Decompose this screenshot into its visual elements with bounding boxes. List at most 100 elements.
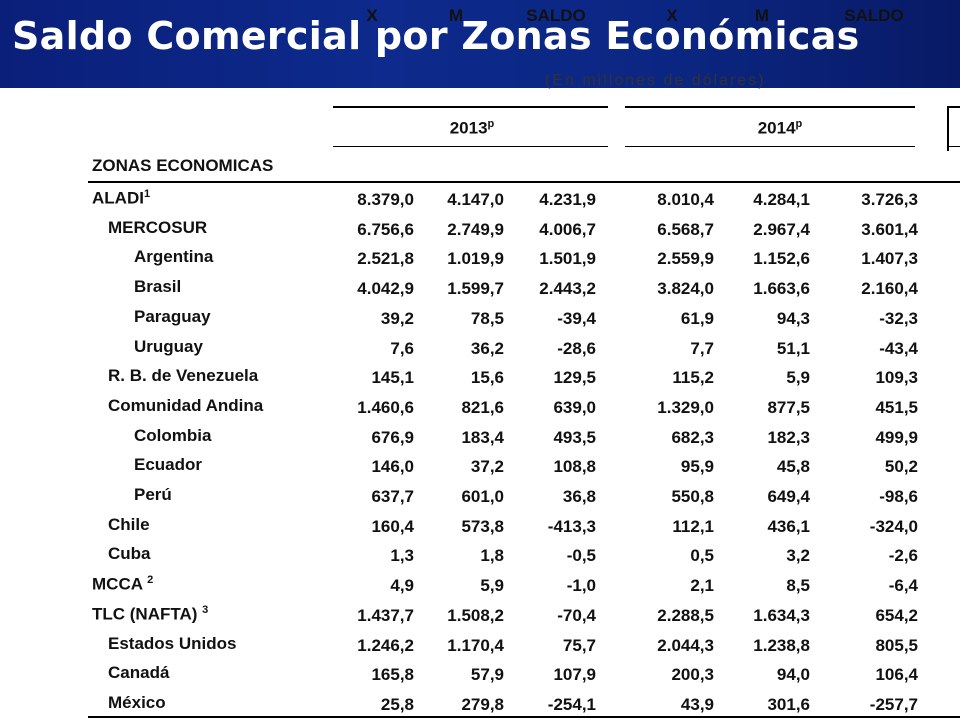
subheader-rule-2014 <box>625 146 915 147</box>
value-m-2013: 183,4 <box>461 427 504 447</box>
value-m-2013: 78,5 <box>470 308 504 328</box>
zone-name: Paraguay <box>134 307 211 327</box>
zone-label: MERCOSUR <box>108 217 208 237</box>
value-x-2014: 2.559,9 <box>657 249 714 269</box>
table-row: Cuba 1,3 1,8 -0,5 0,5 3,2 -2,6 <box>0 540 960 570</box>
table-row: ALADI1 8.379,0 4.147,0 4.231,9 8.010,4 4.284,… <box>0 184 960 214</box>
value-m-2014: 1.634,3 <box>753 605 810 625</box>
value-m-2014: 1.663,6 <box>753 279 810 299</box>
value-x-2013: 676,9 <box>371 427 414 447</box>
value-saldo-2014: -32,3 <box>879 308 918 328</box>
column-header-x-2014: X <box>666 6 678 25</box>
value-x-2014: 43,9 <box>680 694 714 714</box>
value-x-2013: 637,7 <box>371 487 414 506</box>
value-x-2013: 7,6 <box>390 338 414 358</box>
value-m-2014: 94,0 <box>776 665 810 685</box>
value-m-2013: 573,8 <box>461 516 504 536</box>
subheader-rule-edge <box>948 146 960 147</box>
value-m-2013: 1.508,2 <box>447 605 504 625</box>
zone-name: Argentina <box>134 247 213 267</box>
value-x-2014: 8.010,4 <box>657 190 714 209</box>
value-saldo-2013: -28,6 <box>557 338 596 358</box>
zone-label: Uruguay <box>134 336 203 356</box>
table-row: Perú 637,7 601,0 36,8 550,8 649,4 -98,6 <box>0 481 960 511</box>
zone-name: Chile <box>108 515 150 535</box>
title-banner: Saldo Comercial por Zonas Económicas <box>0 0 960 88</box>
value-x-2014: 7,7 <box>690 338 714 358</box>
value-x-2014: 112,1 <box>672 516 714 536</box>
footnote-mark: 2 <box>147 574 154 587</box>
footnote-mark: 3 <box>202 603 209 616</box>
value-m-2013: 37,2 <box>470 457 504 477</box>
value-saldo-2013: -1,0 <box>566 576 596 596</box>
value-m-2014: 3,2 <box>786 546 810 566</box>
zone-name: Perú <box>134 485 172 505</box>
value-saldo-2013: -70,4 <box>557 605 596 625</box>
value-m-2014: 45,8 <box>776 457 810 477</box>
value-m-2013: 4.147,0 <box>447 190 504 209</box>
value-saldo-2014: -257,7 <box>869 694 918 714</box>
zone-label: Cuba <box>108 544 151 564</box>
value-x-2013: 1.246,2 <box>357 635 414 655</box>
table-row: R. B. de Venezuela 145,1 15,6 129,5 115,2 5,9… <box>0 362 960 392</box>
column-header-zone: ZONAS ECONOMICAS <box>92 156 274 175</box>
value-x-2014: 6.568,7 <box>657 219 714 239</box>
zone-label: México <box>108 692 166 712</box>
table-row: Argentina 2.521,8 1.019,9 1.501,9 2.559,9 1.1… <box>0 243 960 273</box>
value-m-2014: 8,5 <box>786 576 810 596</box>
value-saldo-2013: 493,5 <box>553 427 596 447</box>
table-row: Uruguay 7,6 36,2 -28,6 7,7 51,1 -43,4 <box>0 333 960 363</box>
table-row: Brasil 4.042,9 1.599,7 2.443,2 3.824,0 1.663,… <box>0 273 960 303</box>
value-saldo-2014: 499,9 <box>875 427 918 447</box>
value-m-2013: 5,9 <box>480 576 504 596</box>
value-m-2014: 94,3 <box>776 308 810 328</box>
value-saldo-2013: -0,5 <box>566 546 596 566</box>
year-rule-2013 <box>333 106 608 108</box>
value-saldo-2014: -6,4 <box>888 576 918 596</box>
value-x-2013: 165,8 <box>371 665 414 685</box>
zone-name: Comunidad Andina <box>108 396 263 416</box>
value-saldo-2013: 4.231,9 <box>539 190 596 209</box>
zone-name: MERCOSUR <box>108 218 207 238</box>
table-row: Paraguay 39,2 78,5 -39,4 61,9 94,3 -32,3 <box>0 303 960 333</box>
value-saldo-2013: 107,9 <box>553 665 596 685</box>
zone-label: Comunidad Andina <box>108 395 264 415</box>
value-m-2014: 436,1 <box>767 516 810 536</box>
value-saldo-2013: 639,0 <box>553 397 596 417</box>
table-row: TLC (NAFTA) 3 1.437,7 1.508,2 -70,4 2.288,5 1… <box>0 600 960 630</box>
value-saldo-2013: 75,7 <box>562 635 596 655</box>
value-m-2014: 301,6 <box>767 694 810 714</box>
value-x-2014: 682,3 <box>671 427 714 447</box>
year-header-2013: 2013p <box>449 118 495 138</box>
zone-name: Cuba <box>108 544 151 564</box>
column-header-m-2013: M <box>448 6 464 25</box>
zone-label: Ecuador <box>134 455 203 475</box>
zone-label: Brasil <box>134 277 182 297</box>
zone-name: México <box>108 693 166 713</box>
value-saldo-2014: 654,2 <box>875 605 918 625</box>
zone-name: TLC (NAFTA) 3 <box>92 604 208 625</box>
zone-name: Ecuador <box>134 455 202 475</box>
zone-label: Chile <box>108 514 150 534</box>
value-x-2013: 39,2 <box>380 308 414 328</box>
value-m-2013: 1.170,4 <box>447 635 504 655</box>
value-m-2014: 2.967,4 <box>753 219 810 239</box>
zone-name: R. B. de Venezuela <box>108 366 258 386</box>
value-saldo-2013: 129,5 <box>553 368 596 388</box>
zone-label: Argentina <box>134 247 214 267</box>
header-bottom-rule <box>88 181 960 183</box>
value-x-2014: 95,9 <box>680 457 714 477</box>
value-x-2014: 1.329,0 <box>657 397 714 417</box>
value-saldo-2014: 3.726,3 <box>861 190 918 209</box>
value-m-2013: 601,0 <box>461 487 504 506</box>
zone-label: MCCA <box>92 574 143 594</box>
zone-label: Paraguay <box>134 306 211 326</box>
subheader-rule-2013 <box>333 146 608 147</box>
value-x-2013: 160,4 <box>371 516 414 536</box>
value-saldo-2014: -43,4 <box>879 338 918 358</box>
zone-name: Uruguay <box>134 337 203 357</box>
value-x-2013: 145,1 <box>371 368 414 388</box>
value-m-2013: 1.019,9 <box>447 249 504 269</box>
table-row: MCCA 2 4,9 5,9 -1,0 2,1 8,5 -6,4 <box>0 570 960 600</box>
table-row: MERCOSUR 6.756,6 2.749,9 4.006,7 6.568,7 2.96… <box>0 214 960 244</box>
